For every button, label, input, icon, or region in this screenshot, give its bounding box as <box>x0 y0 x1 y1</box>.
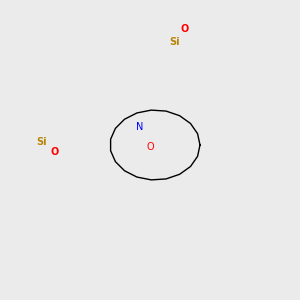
Text: Si: Si <box>37 137 47 147</box>
Text: N: N <box>136 122 144 132</box>
Text: O: O <box>51 147 59 157</box>
Text: O: O <box>146 142 154 152</box>
Text: Si: Si <box>170 37 180 47</box>
Text: O: O <box>181 24 189 34</box>
